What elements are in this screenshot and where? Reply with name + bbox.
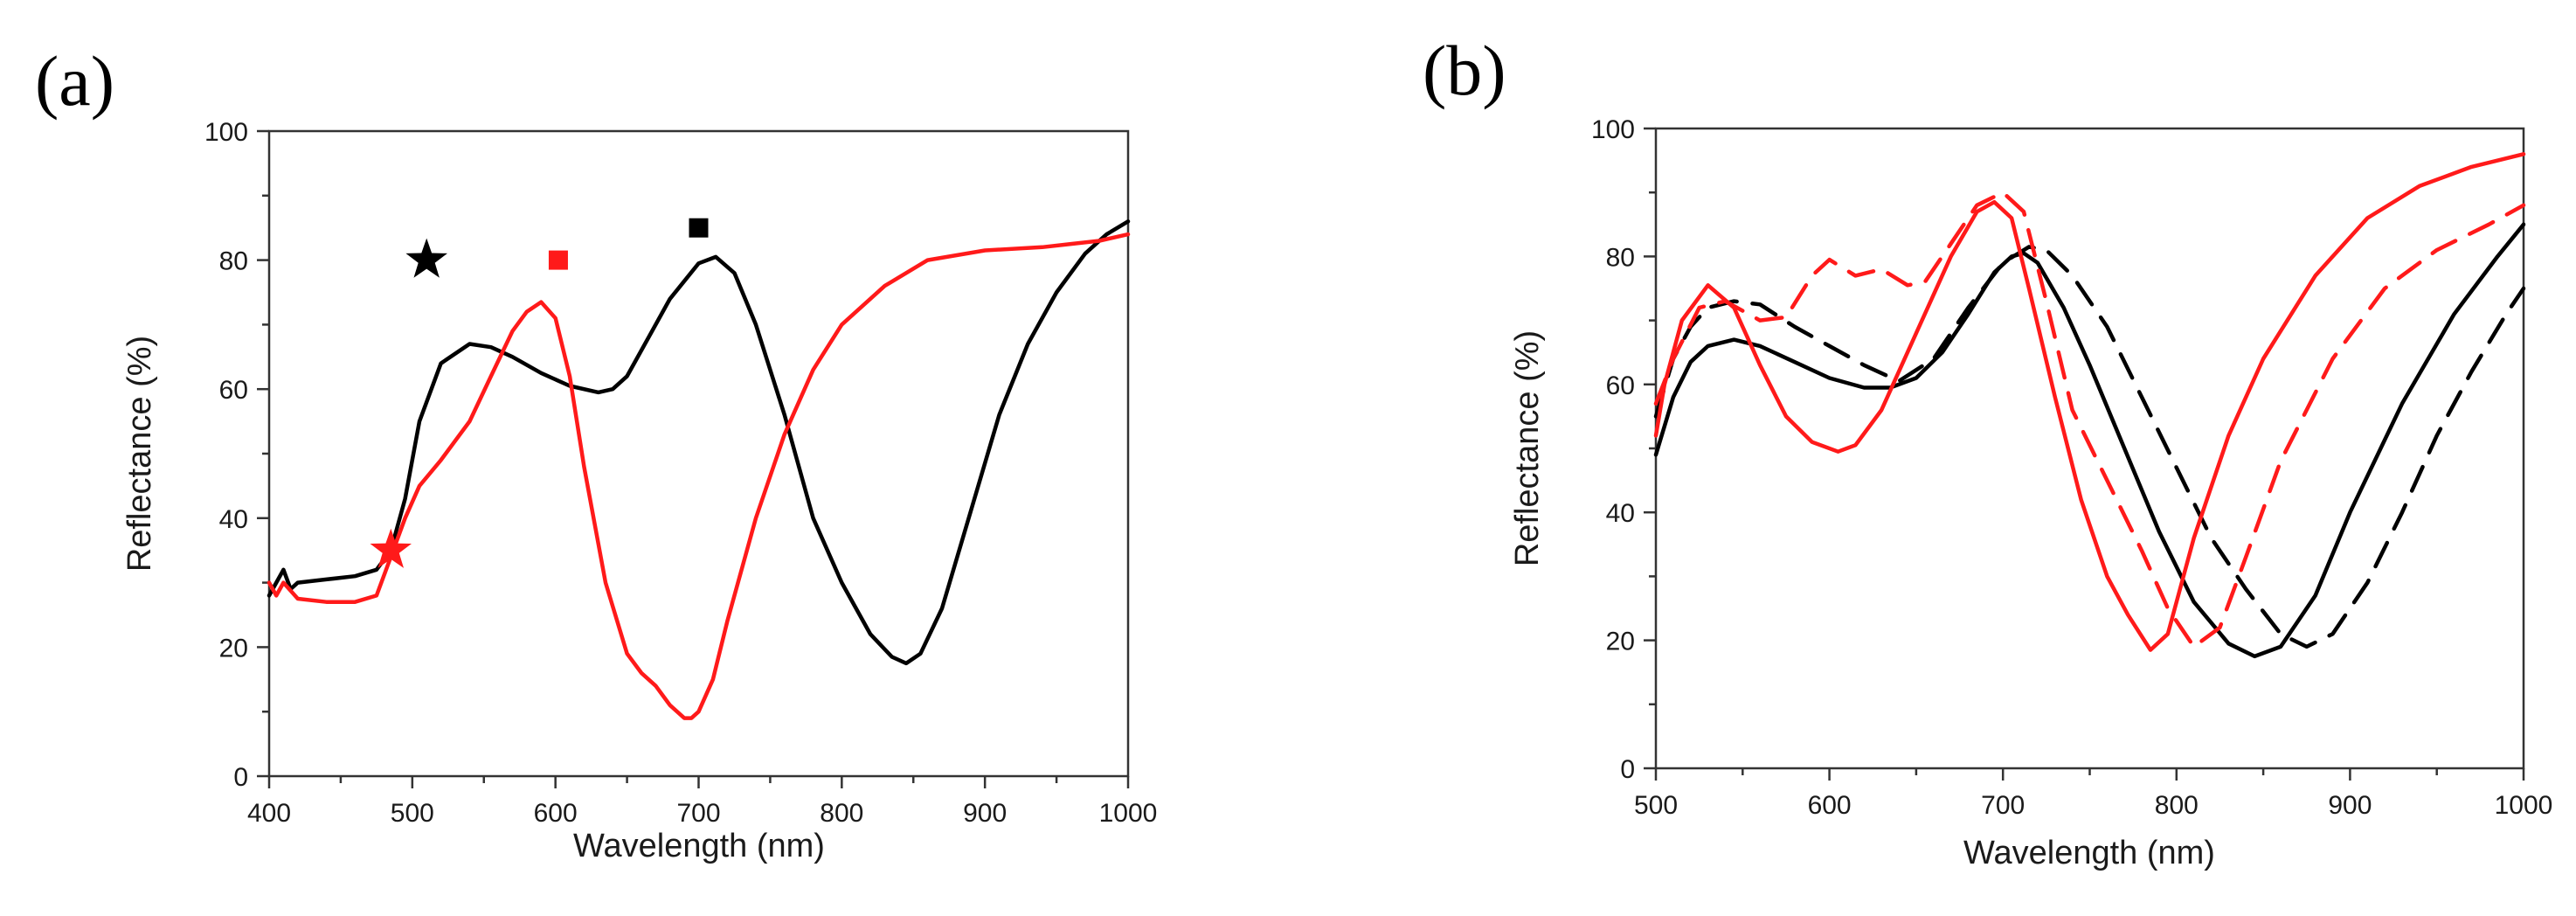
x-tick-label: 900 <box>2328 791 2372 820</box>
series-line-red-dashed <box>1653 190 2526 649</box>
panel-b-series <box>1653 152 2526 659</box>
panel-a-y-axis-title: Reflectance (%) <box>121 336 158 572</box>
marker-red-square <box>548 250 568 270</box>
x-tick-label: 800 <box>820 799 863 828</box>
x-tick-label: 500 <box>391 799 434 828</box>
y-tick-label: 40 <box>1606 499 1635 528</box>
x-tick-label: 700 <box>1981 791 2025 820</box>
x-tick-label: 800 <box>2155 791 2199 820</box>
x-tick-label: 600 <box>1808 791 1852 820</box>
panel-b-label: (b) <box>1423 31 1506 110</box>
series-line-red-solid <box>1653 152 2526 652</box>
x-tick-label: 1000 <box>1099 799 1158 828</box>
panel-a-series <box>267 219 1131 720</box>
marker-black-star <box>405 238 447 278</box>
x-tick-label: 700 <box>676 799 720 828</box>
y-tick-label: 100 <box>1591 115 1635 144</box>
series-line-black-solid <box>1653 222 2526 659</box>
y-tick-label: 60 <box>219 376 248 405</box>
y-tick-label: 40 <box>219 505 248 534</box>
x-tick-label: 900 <box>963 799 1007 828</box>
panel-a: (a) 400 500 600 700 800 900 1000 0 20 40 60 80 100 W… <box>35 41 1157 864</box>
marker-black-square <box>689 218 709 238</box>
y-tick-label: 80 <box>219 247 248 276</box>
y-tick-label: 100 <box>204 118 248 147</box>
marker-red-star <box>370 528 412 568</box>
panel-a-ticks <box>257 129 1130 788</box>
panel-b-y-axis-title: Reflectance (%) <box>1509 330 1546 566</box>
x-tick-label: 400 <box>247 799 291 828</box>
series-line-black <box>267 219 1131 666</box>
panel-a-label: (a) <box>35 41 114 121</box>
y-tick-label: 20 <box>219 634 248 663</box>
y-tick-label: 0 <box>1620 755 1635 784</box>
y-tick-label: 20 <box>1606 628 1635 656</box>
panel-a-x-axis-title: Wavelength (nm) <box>573 828 825 864</box>
series-line-black-dashed <box>1653 245 2526 649</box>
panel-b-ticks <box>1644 127 2525 781</box>
panel-b-x-axis-title: Wavelength (nm) <box>1963 835 2215 871</box>
x-tick-label: 1000 <box>2495 791 2553 820</box>
panel-a-markers <box>370 218 709 568</box>
panel-b-tick-labels: 500 600 700 800 900 1000 0 20 40 60 80 100 <box>1591 115 2552 820</box>
y-tick-label: 60 <box>1606 371 1635 400</box>
series-line-red <box>267 232 1131 720</box>
y-tick-label: 80 <box>1606 243 1635 272</box>
x-tick-label: 500 <box>1634 791 1678 820</box>
panel-a-tick-labels: 400 500 600 700 800 900 1000 0 20 40 60 80 100 <box>204 118 1157 828</box>
y-tick-label: 0 <box>233 763 248 792</box>
panel-b: (b) 500 600 700 800 900 1000 0 20 40 60 80 100 Wave… <box>1423 31 2552 871</box>
x-tick-label: 600 <box>534 799 578 828</box>
